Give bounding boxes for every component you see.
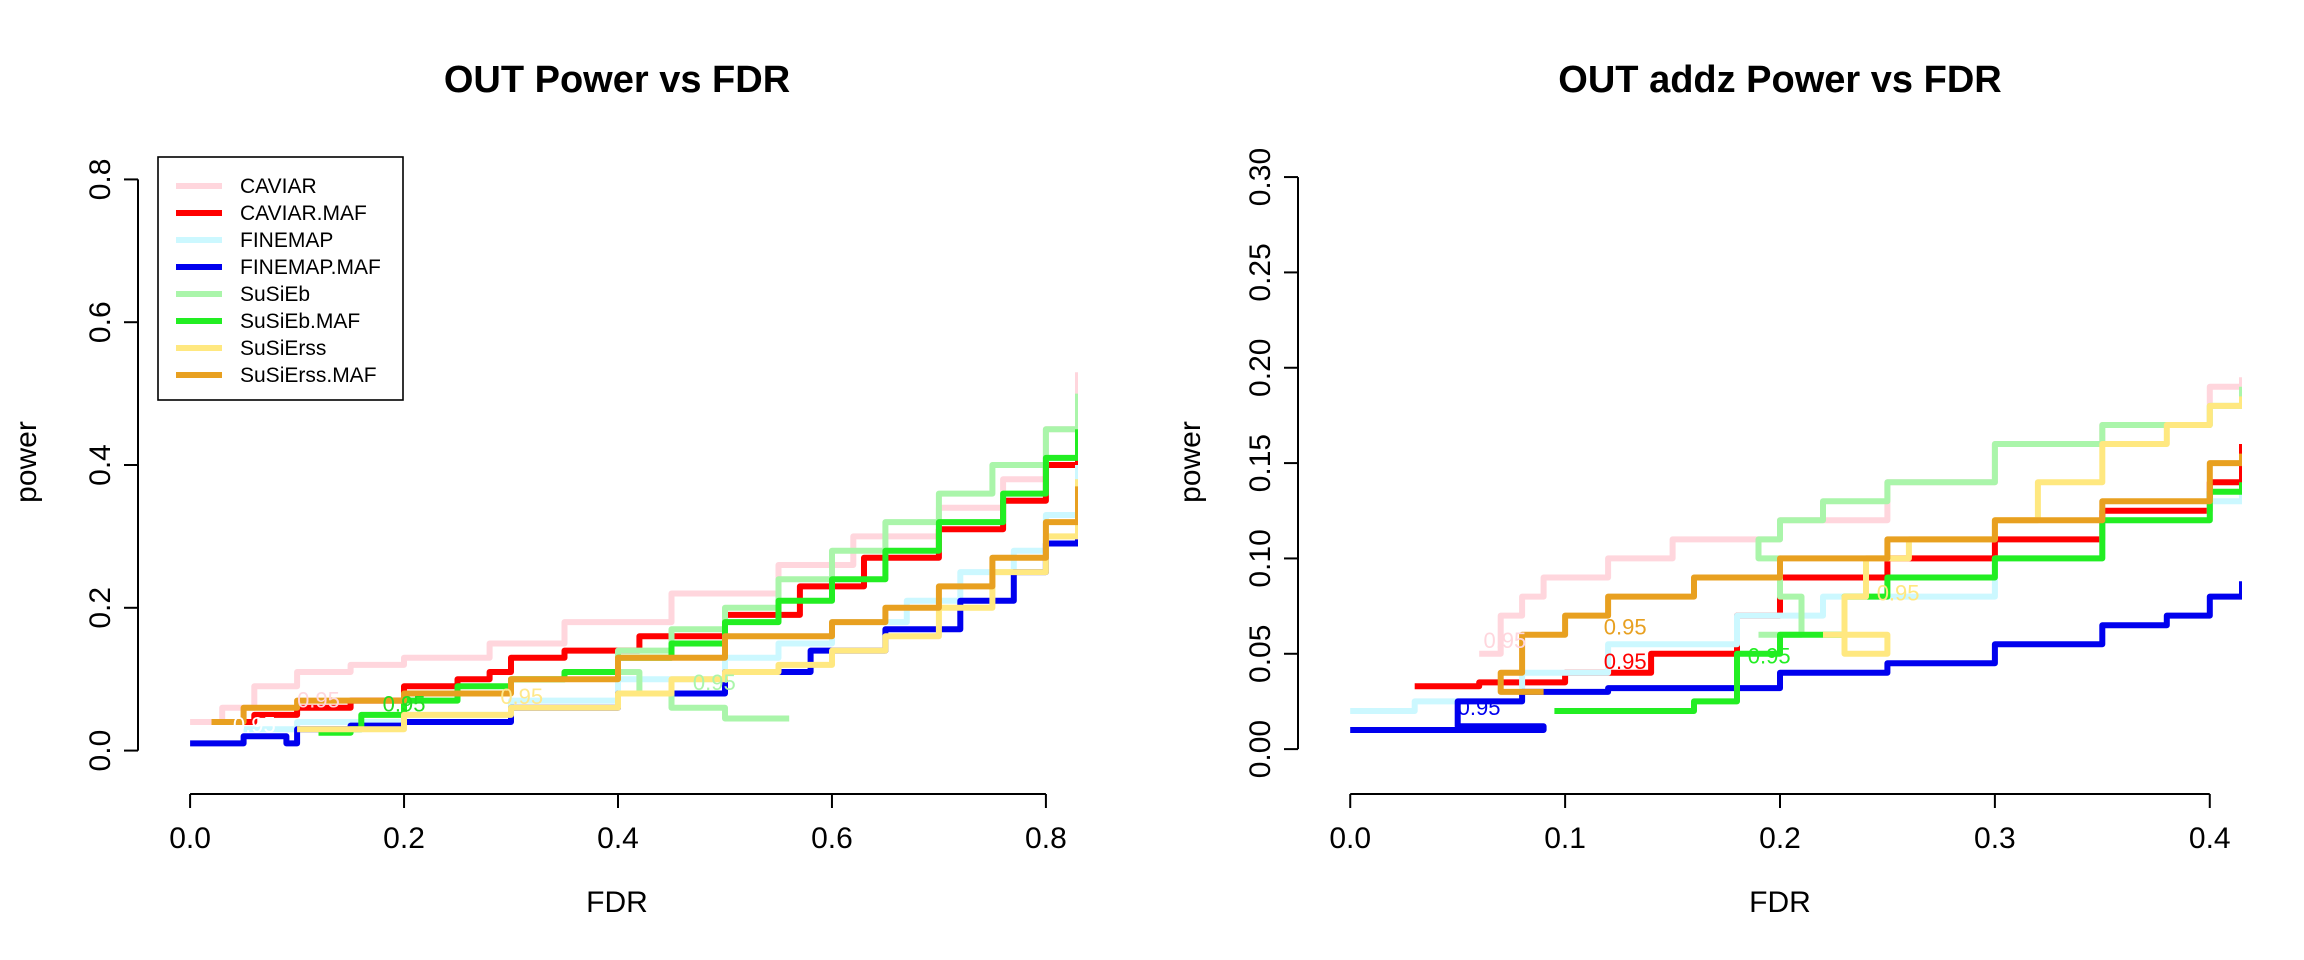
y-tick-label: 0.20 [1244,339,1277,397]
threshold-annotation: 0.95 [1483,628,1526,653]
x-tick-label: 0.2 [383,822,425,855]
series-line-susieb-maf [1554,482,2242,714]
y-tick-label: 0.25 [1244,243,1277,301]
threshold-annotation: 0.95 [693,670,736,695]
threshold-annotation: 0.95 [1604,649,1647,674]
threshold-annotation: 0.95 [1748,643,1791,668]
y-tick-label: 0.15 [1244,434,1277,492]
legend: CAVIAR CAVIAR.MAF FINEMAP FINEMAP.MAF SuSiEb… [157,156,404,401]
legend-label: FINEMAP [240,229,333,252]
series-line-susierss-maf [211,486,1078,725]
x-axis-label-left: FDR [586,886,648,919]
y-tick-label: 0.10 [1244,529,1277,587]
legend-label: CAVIAR [240,175,317,198]
y-tick-label: 0.4 [84,444,117,486]
threshold-annotation: 0.95 [383,691,426,716]
chart-title-left: OUT Power vs FDR [444,59,790,101]
y-tick-label: 0.0 [84,730,117,772]
y-axis-label-right: power [1174,421,1207,503]
x-tick-label: 0.4 [2189,822,2231,855]
x-tick-label: 0.4 [597,822,639,855]
y-tick-label: 0.05 [1244,625,1277,683]
x-axis-label-right: FDR [1749,886,1811,919]
series-line-caviar [1479,377,2242,657]
legend-label: CAVIAR.MAF [240,202,367,225]
legend-label: SuSiErss.MAF [240,364,377,387]
plot-area-left: 0.95 0.95 0.95 0.95 0.95 [190,372,1078,747]
x-tick-label: 0.0 [169,822,211,855]
x-tick-label: 0.2 [1759,822,1801,855]
series-line-finemap [243,465,1078,733]
series-line-finemap-maf [1350,581,2242,733]
legend-label: SuSiEb [240,283,310,306]
y-tick-label: 0.2 [84,587,117,629]
panel-left: OUT Power vs FDR FDR power 0.95 0.95 0.950… [10,59,1078,919]
x-tick-label: 0.1 [1544,822,1586,855]
threshold-annotation: 0.95 [1604,615,1647,640]
x-tick-label: 0.3 [1974,822,2016,855]
series-line-susieb-maf [318,429,1078,736]
legend-label: FINEMAP.MAF [240,256,381,279]
y-tick-label: 0.8 [84,159,117,201]
chart-title-right: OUT addz Power vs FDR [1558,59,2001,101]
y-tick-label: 0.6 [84,301,117,343]
threshold-annotation: 0.95 [297,688,340,713]
axes-right: 0.0 0.1 0.2 0.3 0.4 0.00 0.05 0.10 0.15 0.20 0.25 0… [1244,148,2231,855]
plot-area-right: 0.95 0.95 0.95 0.95 0.95 0.95 [1350,377,2242,733]
series-line-finemap [1350,491,2242,714]
axes-left: 0.0 0.2 0.4 0.6 0.8 0.0 0.2 0.4 0.6 0.8 [84,159,1067,855]
x-tick-label: 0.0 [1329,822,1371,855]
threshold-annotation: 0.95 [500,684,543,709]
legend-label: SuSiEb.MAF [240,310,360,333]
y-tick-label: 0.00 [1244,720,1277,778]
y-axis-label-left: power [10,421,43,503]
panel-right: OUT addz Power vs FDR FDR power 0.950.95… [1174,59,2242,919]
series-line-caviar-maf [1414,444,2242,690]
x-tick-label: 0.8 [1025,822,1067,855]
threshold-annotation: 0.95 [1458,695,1501,720]
legend-box [157,156,404,401]
threshold-annotation: 0.95 [233,713,276,738]
y-tick-label: 0.30 [1244,148,1277,206]
x-tick-label: 0.6 [811,822,853,855]
legend-label: SuSiErss [240,337,326,360]
series-line-susierss-maf [1497,453,2242,695]
series-line-caviar-maf [222,422,1078,725]
threshold-annotation: 0.95 [1877,580,1920,605]
